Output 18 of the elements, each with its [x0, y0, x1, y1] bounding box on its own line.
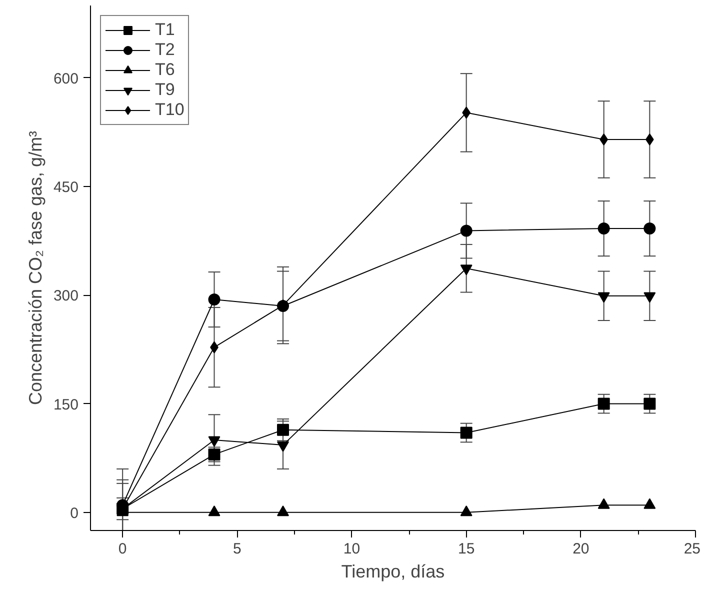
x-axis-title: Tiempo, días	[341, 562, 445, 582]
x-tick-label: 15	[458, 540, 475, 558]
x-tick-label: 5	[232, 540, 242, 558]
y-tick-label: 600	[53, 70, 79, 88]
y-tick-label: 450	[53, 179, 79, 196]
legend-label: T10	[155, 100, 184, 120]
y-tick-label: 300	[53, 288, 79, 305]
x-tick-label: 10	[343, 540, 360, 558]
legend-label: T9	[155, 80, 175, 100]
x-tick-label: 25	[684, 540, 701, 558]
y-tick-label: 0	[70, 504, 78, 522]
x-tick-label: 20	[572, 540, 590, 558]
y-tick-label: 150	[53, 396, 79, 414]
x-tick-label: 0	[118, 540, 127, 558]
legend-label: T1	[155, 20, 175, 40]
y-axis-title: Concentración CO₂ fase gas, g/m³	[25, 130, 46, 406]
legend-label: T6	[155, 60, 175, 80]
legend-label: T2	[155, 40, 175, 60]
